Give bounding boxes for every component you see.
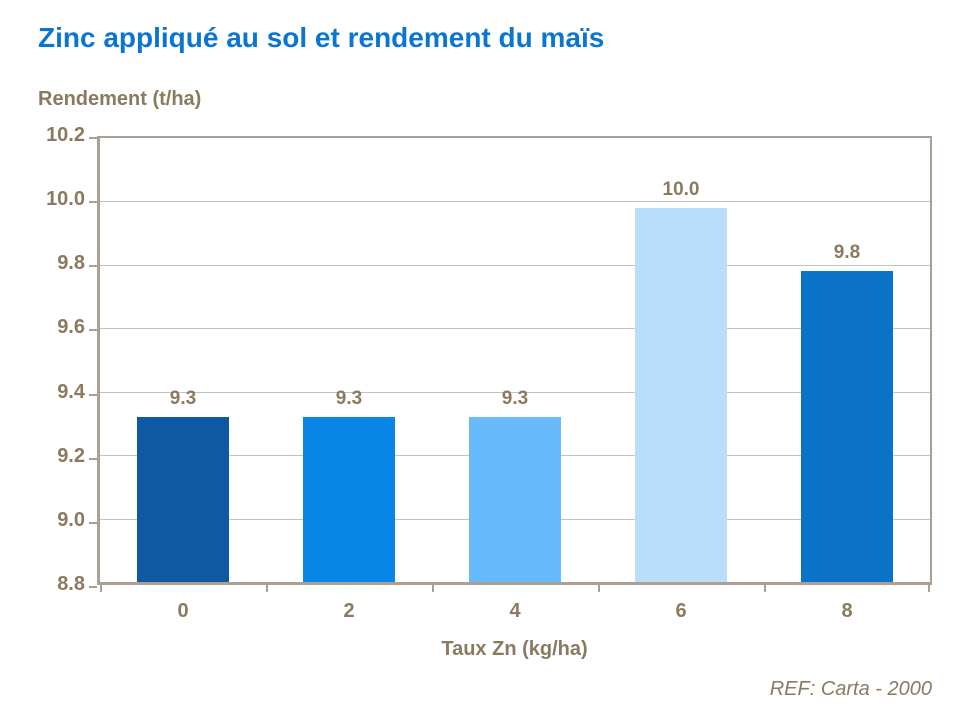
x-category-label: 6 bbox=[675, 600, 687, 622]
x-tick-mark bbox=[928, 582, 930, 592]
x-axis-title: Taux Zn (kg/ha) bbox=[441, 638, 588, 660]
y-tick-mark bbox=[89, 457, 97, 460]
y-tick-mark bbox=[89, 521, 97, 524]
y-tick-label: 10.0 bbox=[46, 188, 85, 211]
y-axis-title: Rendement (t/ha) bbox=[38, 88, 202, 110]
gridline bbox=[100, 328, 930, 330]
x-tick-mark bbox=[598, 582, 600, 592]
reference-footnote: REF: Carta - 2000 bbox=[769, 678, 932, 700]
y-tick-label: 9.2 bbox=[57, 444, 85, 467]
bar-zn-0 bbox=[137, 417, 229, 582]
gridline bbox=[100, 201, 930, 203]
x-category-label: 8 bbox=[841, 600, 853, 622]
bar-zn-8 bbox=[801, 271, 893, 582]
bar-value-label: 9.3 bbox=[169, 388, 197, 410]
y-tick-label: 9.0 bbox=[57, 508, 85, 531]
bar-zn-4 bbox=[469, 417, 561, 582]
x-category-label: 2 bbox=[343, 600, 355, 622]
y-tick-label: 9.4 bbox=[57, 380, 85, 403]
bar-value-label: 10.0 bbox=[662, 178, 700, 200]
y-tick-mark bbox=[89, 137, 97, 139]
y-tick-label: 9.8 bbox=[57, 252, 85, 275]
bar-zn-6 bbox=[635, 207, 727, 582]
y-tick-label: 10.2 bbox=[46, 124, 85, 146]
chart-title: Zinc appliqué au sol et rendement du maï… bbox=[38, 22, 605, 53]
plot-area: 9.3 9.3 9.3 10.0 9.8 bbox=[89, 136, 932, 592]
x-tick-mark bbox=[100, 582, 102, 592]
gridline bbox=[100, 264, 930, 266]
y-tick-mark bbox=[89, 329, 97, 332]
bar-value-label: 9.8 bbox=[833, 242, 861, 264]
y-tick-mark bbox=[89, 586, 97, 588]
x-category-label: 0 bbox=[177, 600, 189, 622]
x-category-label: 4 bbox=[509, 600, 521, 622]
x-tick-mark bbox=[432, 582, 434, 592]
y-tick-mark bbox=[89, 201, 97, 204]
gridline bbox=[100, 391, 930, 393]
x-tick-mark bbox=[266, 582, 268, 592]
y-tick-mark bbox=[89, 393, 97, 396]
bar-value-label: 9.3 bbox=[335, 388, 363, 410]
y-tick-mark bbox=[89, 265, 97, 268]
y-tick-label: 9.6 bbox=[57, 316, 85, 339]
x-tick-mark bbox=[764, 582, 766, 592]
bar-value-label: 9.3 bbox=[501, 388, 529, 410]
bar-zn-2 bbox=[303, 417, 395, 582]
y-tick-label: 8.8 bbox=[57, 573, 85, 595]
